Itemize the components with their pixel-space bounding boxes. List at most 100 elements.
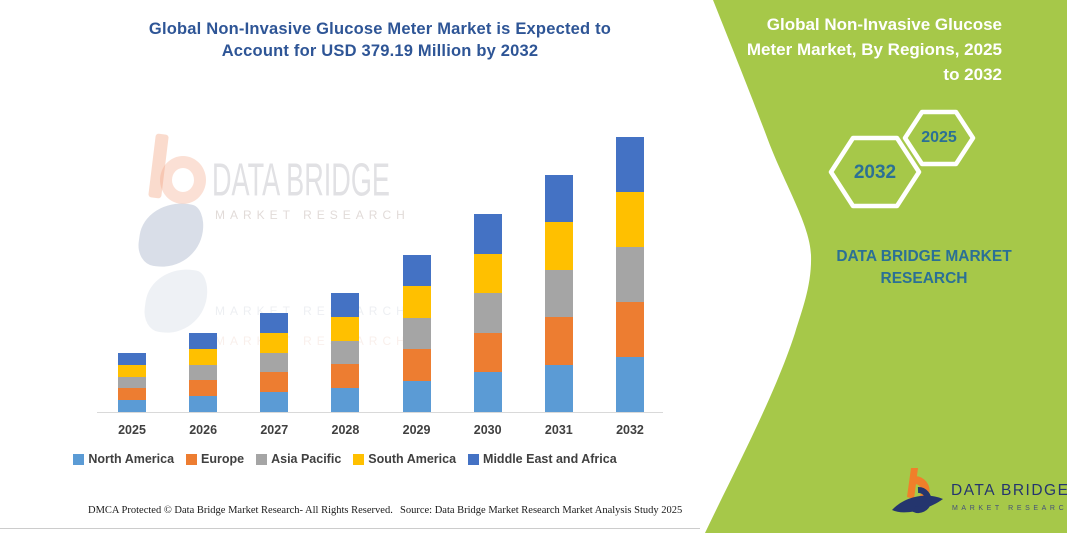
bar-segment-2026 (189, 333, 218, 349)
bar-segment-2031 (544, 222, 573, 270)
x-axis-label-2025: 2025 (118, 423, 146, 437)
bar-segment-2025 (118, 376, 146, 389)
bar-segment-2030 (473, 214, 502, 254)
bar-segment-2031 (544, 175, 573, 223)
right-panel-title-line1: Global Non-Invasive Glucose (766, 15, 1002, 34)
green-swoosh-shape (705, 0, 1067, 533)
bar-column-2027 (260, 313, 289, 412)
legend-label: North America (88, 452, 175, 466)
x-axis-label-2027: 2027 (260, 423, 289, 437)
right-panel-brand-line2: RESEARCH (880, 270, 968, 287)
bar-segment-2026 (189, 380, 218, 397)
legend-label: Middle East and Africa (483, 452, 617, 466)
bar-segment-2032 (615, 357, 644, 412)
bar-segment-2028 (331, 364, 360, 389)
bar-segment-2028 (331, 340, 360, 365)
bar-column-2032 (615, 137, 644, 412)
dbmr-logo-d-bowl (912, 487, 932, 513)
hexagon-2032-label: 2032 (853, 162, 897, 183)
bar-segment-2026 (189, 348, 218, 365)
x-axis-labels: 2025 2026 2027 2028 2029 2030 2031 2032 (97, 423, 663, 439)
legend-item: South America (353, 452, 456, 466)
bar-column-2029 (402, 255, 431, 412)
x-axis-label-2031: 2031 (544, 423, 573, 437)
bar-segment-2032 (615, 302, 644, 357)
bar-segment-2026 (189, 364, 218, 381)
right-panel-brand-line1: DATA BRIDGE MARKET (836, 248, 1012, 265)
right-panel-brand-text: DATA BRIDGE MARKET RESEARCH (814, 246, 1034, 290)
dbmr-logo-name: DATA BRIDGE (951, 482, 1067, 499)
bar-column-2030 (473, 214, 502, 412)
right-panel-title: Global Non-Invasive Glucose Meter Market… (700, 12, 1002, 87)
dbmr-logo: DATA BRIDGE MARKET RESEARCH (892, 468, 1067, 513)
bar-column-2025 (118, 353, 146, 412)
bar-segment-2031 (544, 364, 573, 412)
hexagon-2025-label: 2025 (921, 129, 957, 146)
bar-segment-2025 (118, 353, 146, 365)
bar-segment-2027 (260, 313, 289, 333)
chart-title-line2: Account for USD 379.19 Million by 2032 (221, 42, 539, 60)
legend-swatch-icon (73, 453, 85, 465)
hexagon-2032-outline (828, 135, 922, 209)
legend-label: South America (368, 452, 457, 466)
bar-segment-2031 (544, 269, 573, 318)
legend-swatch-icon (256, 453, 268, 465)
legend-swatch-icon (353, 453, 365, 465)
right-panel-title-line3: to 2032 (943, 65, 1002, 84)
bar-segment-2025 (118, 388, 146, 401)
plot-area (97, 125, 663, 413)
bar-segment-2032 (615, 192, 644, 247)
bar-segment-2027 (260, 352, 289, 373)
bar-segment-2032 (615, 247, 644, 302)
footer-dmca-text: DMCA Protected © Data Bridge Market Rese… (88, 505, 393, 516)
bar-segment-2029 (402, 255, 431, 287)
footer-source-text: Source: Data Bridge Market Research Mark… (400, 505, 683, 516)
legend-item: Europe (186, 452, 244, 466)
hexagon-2025-outline (902, 109, 976, 167)
chart-title: Global Non-Invasive Glucose Meter Market… (70, 18, 690, 62)
x-axis-label-2028: 2028 (331, 423, 360, 437)
dbmr-logo-sub: MARKET RESEARCH (952, 505, 1067, 512)
bar-segment-2029 (402, 349, 431, 381)
legend-label: Europe (201, 452, 245, 466)
x-axis-label-2030: 2030 (473, 423, 502, 437)
bar-segment-2026 (189, 396, 218, 412)
bar-segment-2029 (402, 380, 431, 412)
x-axis-label-2026: 2026 (189, 423, 218, 437)
legend-label: Asia Pacific (271, 452, 342, 466)
bar-segment-2030 (473, 253, 502, 294)
bar-column-2026 (189, 333, 218, 412)
bar-column-2028 (331, 293, 360, 412)
bar-segment-2025 (118, 400, 146, 412)
dbmr-logo-b-stem (907, 468, 918, 499)
footer-divider (0, 528, 700, 529)
bar-segment-2032 (615, 137, 644, 192)
bar-segment-2031 (544, 317, 573, 365)
bar-segment-2027 (260, 372, 289, 393)
chart-title-line1: Global Non-Invasive Glucose Meter Market… (148, 20, 612, 38)
bar-segment-2030 (473, 372, 502, 412)
bar-segment-2028 (331, 293, 360, 317)
bar-column-2031 (544, 175, 573, 412)
bar-segment-2029 (402, 286, 431, 318)
legend-item: Asia Pacific (256, 452, 341, 466)
bar-segment-2027 (260, 392, 289, 412)
x-axis-label-2032: 2032 (616, 423, 644, 437)
legend-swatch-icon (186, 453, 198, 465)
bar-segment-2027 (260, 332, 289, 353)
legend-swatch-icon (468, 453, 480, 465)
bar-segment-2030 (473, 293, 502, 333)
x-axis-label-2029: 2029 (402, 423, 431, 437)
bar-segment-2028 (331, 316, 360, 341)
legend-item: North America (73, 452, 174, 466)
bar-segment-2028 (331, 388, 360, 412)
bar-segment-2029 (402, 317, 431, 350)
chart-legend: North America Europe Asia Pacific South Ame… (20, 452, 670, 466)
x-axis-line (97, 412, 663, 413)
bar-segment-2025 (118, 364, 146, 377)
legend-item: Middle East and Africa (468, 452, 617, 466)
bar-segment-2030 (473, 332, 502, 373)
right-panel-title-line2: Meter Market, By Regions, 2025 (746, 40, 1002, 59)
